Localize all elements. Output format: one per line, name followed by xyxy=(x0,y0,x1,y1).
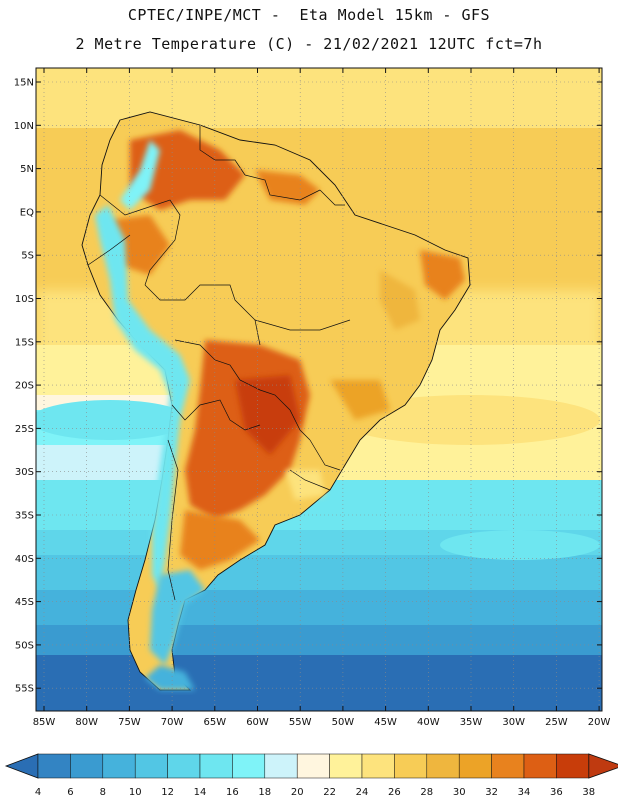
legend-tick-label: 6 xyxy=(67,787,73,798)
legend-swatch xyxy=(296,753,330,779)
legend-swatch xyxy=(426,753,460,779)
lat-label-10n: 10N xyxy=(14,121,34,132)
legend-swatch xyxy=(167,753,201,779)
legend-swatch xyxy=(361,753,395,779)
map-frame xyxy=(35,67,603,712)
lon-label-65w: 65W xyxy=(203,717,226,728)
lon-label-45w: 45W xyxy=(374,717,397,728)
legend-swatch xyxy=(37,753,71,779)
legend-swatch xyxy=(199,753,233,779)
legend-arrow-low xyxy=(4,753,39,779)
legend-tick-label: 30 xyxy=(453,787,466,798)
lon-label-20w: 20W xyxy=(588,717,611,728)
lat-label-15n: 15N xyxy=(14,78,34,89)
legend-tick-label: 12 xyxy=(161,787,174,798)
legend-tick-label: 24 xyxy=(356,787,369,798)
lon-label-70w: 70W xyxy=(161,717,184,728)
legend-arrow-high xyxy=(588,753,618,779)
lon-label-85w: 85W xyxy=(33,717,56,728)
legend-swatch xyxy=(491,753,525,779)
legend-tick-label: 28 xyxy=(420,787,433,798)
legend-tick-label: 20 xyxy=(291,787,304,798)
legend-tick-label: 32 xyxy=(485,787,498,798)
legend-tick-label: 14 xyxy=(194,787,207,798)
latitude-labels: 15N 10N 5N EQ 5S 10S 15S 20S 25S 30S 35S 40S 45S 50S 5… xyxy=(14,78,34,695)
lon-label-80w: 80W xyxy=(75,717,98,728)
lat-label-30s: 30S xyxy=(15,467,34,478)
legend-tick-label: 4 xyxy=(35,787,41,798)
legend-swatch xyxy=(134,753,168,779)
legend-swatch xyxy=(458,753,492,779)
longitude-labels: 85W 80W 75W 70W 65W 60W 55W 50W 45W 40W 35W 30W 25W 2… xyxy=(33,717,611,728)
lat-label-10s: 10S xyxy=(15,294,34,305)
legend-tick-label: 10 xyxy=(129,787,142,798)
lon-label-40w: 40W xyxy=(417,717,440,728)
legend-tick-label: 16 xyxy=(226,787,239,798)
legend-tick-label: 8 xyxy=(100,787,106,798)
lat-label-15s: 15S xyxy=(15,337,34,348)
legend-swatch xyxy=(329,753,363,779)
lat-label-50s: 50S xyxy=(15,640,34,651)
legend-tick-label: 26 xyxy=(388,787,401,798)
legend-swatch xyxy=(523,753,557,779)
lon-label-30w: 30W xyxy=(502,717,525,728)
lon-label-25w: 25W xyxy=(545,717,568,728)
legend-swatch xyxy=(264,753,298,779)
lon-label-75w: 75W xyxy=(118,717,141,728)
legend-tick-label: 36 xyxy=(550,787,563,798)
legend-tick-label: 34 xyxy=(518,787,531,798)
lat-label-35s: 35S xyxy=(15,511,34,522)
lat-label-25s: 25S xyxy=(15,424,34,435)
map-field xyxy=(36,68,602,711)
color-legend: 4 6 8 10 12 14 16 18 20 22 24 26 28 30 32 34 36 38 xyxy=(4,753,618,798)
lat-label-5s: 5S xyxy=(21,251,34,262)
legend-swatch xyxy=(102,753,136,779)
lon-label-50w: 50W xyxy=(332,717,355,728)
legend-swatch xyxy=(556,753,590,779)
lat-label-40s: 40S xyxy=(15,554,34,565)
lat-label-55s: 55S xyxy=(15,684,34,695)
lon-label-55w: 55W xyxy=(289,717,312,728)
legend-swatch xyxy=(70,753,104,779)
legend-swatch xyxy=(394,753,428,779)
lon-label-60w: 60W xyxy=(246,717,269,728)
legend-tick-label: 22 xyxy=(323,787,336,798)
legend-swatch xyxy=(232,753,266,779)
lat-label-20s: 20S xyxy=(15,381,34,392)
lat-label-45s: 45S xyxy=(15,597,34,608)
legend-tick-label: 18 xyxy=(258,787,271,798)
lon-label-35w: 35W xyxy=(460,717,483,728)
legend-tick-label: 38 xyxy=(582,787,595,798)
chart-title-line1: CPTEC/INPE/MCT - Eta Model 15km - GFS xyxy=(127,6,491,24)
chart-title-line2: 2 Metre Temperature (C) - 21/02/2021 12U… xyxy=(75,35,543,53)
lat-label-5n: 5N xyxy=(20,164,34,175)
lat-label-eq: EQ xyxy=(20,207,34,218)
